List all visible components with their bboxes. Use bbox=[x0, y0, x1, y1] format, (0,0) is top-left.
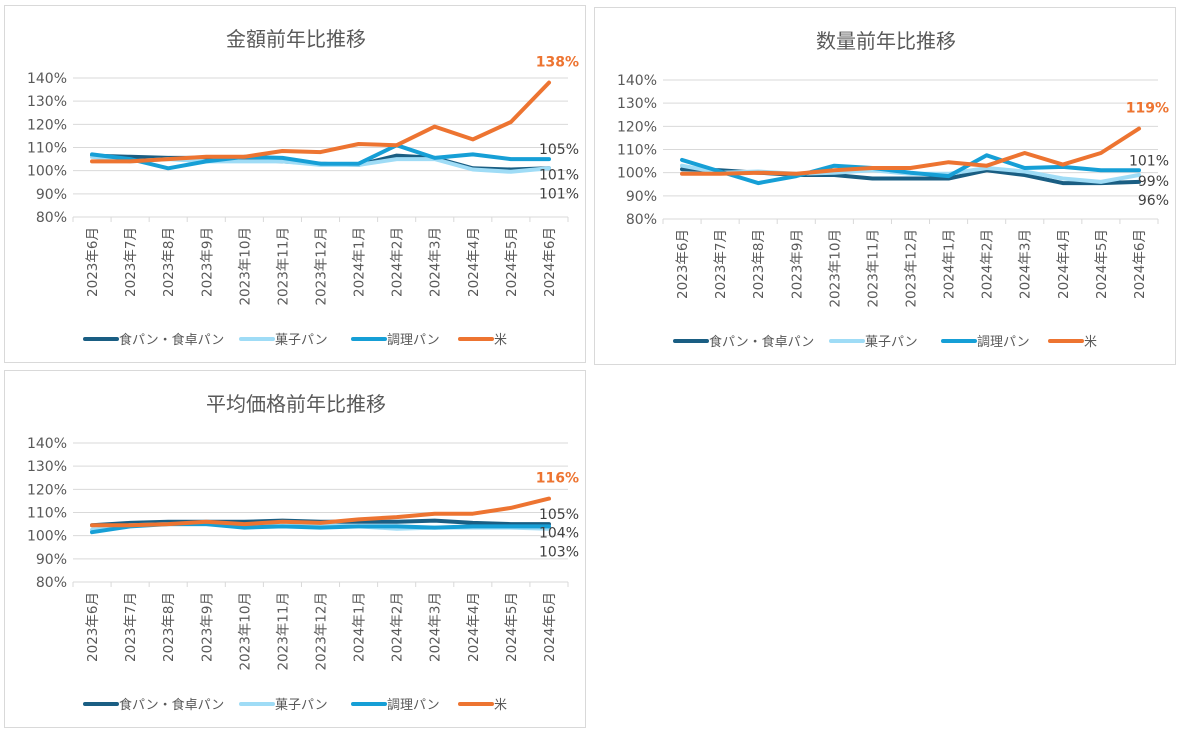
x-category-label: 2023年7月 bbox=[713, 229, 729, 299]
series-end-label-highlight: 138% bbox=[536, 55, 579, 71]
series-end-label: 104% bbox=[539, 525, 579, 541]
legend-label: 菓子パン bbox=[865, 335, 918, 350]
chart-svg: 金額前年比推移 140% 130% 120% 110% 100% 90% 80% 2023年6月… bbox=[27, 27, 579, 348]
x-category-label: 2024年5月 bbox=[1094, 229, 1110, 299]
chart-svg: 平均価格前年比推移 140% 130% 120% 110% 100% 90% 80% 2023年… bbox=[27, 392, 579, 713]
y-tick-label: 130% bbox=[617, 96, 657, 112]
x-category-label: 2024年6月 bbox=[542, 227, 558, 297]
y-tick-label: 90% bbox=[626, 189, 657, 205]
x-category-label: 2023年8月 bbox=[161, 592, 177, 662]
legend-label: 米 bbox=[494, 698, 507, 713]
legend-label: 米 bbox=[1084, 335, 1097, 350]
chart-quantity-yoy: 数量前年比推移 140% 130% 120% 110% 100% 90% 80% 2023年6月… bbox=[594, 7, 1176, 365]
x-category-label: 2023年7月 bbox=[123, 227, 139, 297]
y-tick-label: 110% bbox=[617, 143, 657, 159]
y-tick-label: 80% bbox=[36, 575, 67, 591]
legend-label: 調理パン bbox=[387, 698, 440, 713]
chart-title: 平均価格前年比推移 bbox=[206, 392, 386, 416]
series-line-2 bbox=[680, 153, 1141, 186]
x-category-label: 2024年6月 bbox=[542, 592, 558, 662]
series-end-label-highlight: 119% bbox=[1126, 101, 1169, 117]
legend-label: 食パン・食卓パン bbox=[119, 697, 224, 713]
y-tick-label: 120% bbox=[27, 482, 67, 498]
x-category-label: 2024年5月 bbox=[504, 227, 520, 297]
series-line-2 bbox=[90, 143, 551, 171]
y-tick-label: 90% bbox=[36, 187, 67, 203]
y-tick-label: 120% bbox=[27, 117, 67, 133]
x-category-label: 2023年8月 bbox=[751, 229, 767, 299]
legend-label: 菓子パン bbox=[275, 698, 328, 713]
y-tick-label: 120% bbox=[617, 119, 657, 135]
y-tick-label: 80% bbox=[36, 210, 67, 226]
legend-label: 食パン・食卓パン bbox=[709, 334, 814, 350]
series-end-label: 101% bbox=[1129, 153, 1169, 169]
series-end-label: 105% bbox=[539, 507, 579, 523]
x-category-label: 2023年6月 bbox=[85, 227, 101, 297]
series-end-label: 101% bbox=[539, 186, 579, 202]
x-category-label: 2023年11月 bbox=[275, 592, 291, 671]
y-tick-label: 80% bbox=[626, 212, 657, 228]
chart-title: 数量前年比推移 bbox=[816, 29, 956, 53]
x-category-label: 2023年11月 bbox=[275, 227, 291, 306]
y-tick-label: 100% bbox=[617, 166, 657, 182]
x-category-label: 2023年9月 bbox=[789, 229, 805, 299]
x-category-label: 2024年2月 bbox=[390, 227, 406, 297]
series-line-3 bbox=[90, 496, 551, 528]
series-line-3 bbox=[680, 126, 1141, 176]
y-tick-label: 130% bbox=[27, 94, 67, 110]
chart-sales-yoy: 金額前年比推移 140% 130% 120% 110% 100% 90% 80% 2023年6月… bbox=[4, 5, 586, 363]
y-tick-label: 140% bbox=[27, 436, 67, 452]
x-category-label: 2023年10月 bbox=[237, 227, 253, 306]
x-category-label: 2024年4月 bbox=[1056, 229, 1072, 299]
legend-label: 米 bbox=[494, 333, 507, 348]
x-category-label: 2023年11月 bbox=[865, 229, 881, 308]
x-category-label: 2024年2月 bbox=[980, 229, 996, 299]
series-end-label-highlight: 116% bbox=[536, 471, 579, 487]
x-category-label: 2024年1月 bbox=[352, 227, 368, 297]
x-category-label: 2023年8月 bbox=[161, 227, 177, 297]
x-category-label: 2024年4月 bbox=[466, 227, 482, 297]
x-category-label: 2024年1月 bbox=[352, 592, 368, 662]
legend-label: 食パン・食卓パン bbox=[119, 332, 224, 348]
x-category-label: 2023年12月 bbox=[314, 592, 330, 671]
x-category-label: 2024年1月 bbox=[942, 229, 958, 299]
x-category-label: 2023年7月 bbox=[123, 592, 139, 662]
x-category-label: 2023年9月 bbox=[199, 592, 215, 662]
y-tick-label: 140% bbox=[617, 73, 657, 89]
series-line-3 bbox=[90, 80, 551, 164]
y-tick-label: 110% bbox=[27, 141, 67, 157]
legend-label: 菓子パン bbox=[275, 333, 328, 348]
x-category-label: 2023年12月 bbox=[904, 229, 920, 308]
x-category-label: 2024年3月 bbox=[428, 227, 444, 297]
y-tick-label: 140% bbox=[27, 71, 67, 87]
chart-title: 金額前年比推移 bbox=[226, 27, 366, 51]
x-category-label: 2024年2月 bbox=[390, 592, 406, 662]
x-category-label: 2023年12月 bbox=[314, 227, 330, 306]
legend-label: 調理パン bbox=[977, 335, 1030, 350]
series-end-label: 101% bbox=[539, 167, 579, 183]
chart-avg-price-yoy: 平均価格前年比推移 140% 130% 120% 110% 100% 90% 80% 2023年… bbox=[4, 370, 586, 728]
x-category-label: 2024年3月 bbox=[428, 592, 444, 662]
x-category-label: 2023年9月 bbox=[199, 227, 215, 297]
x-category-label: 2024年6月 bbox=[1132, 229, 1148, 299]
y-tick-label: 110% bbox=[27, 506, 67, 522]
series-end-label: 99% bbox=[1138, 174, 1169, 190]
x-category-label: 2024年4月 bbox=[466, 592, 482, 662]
y-tick-label: 100% bbox=[27, 164, 67, 180]
y-tick-label: 130% bbox=[27, 459, 67, 475]
x-category-label: 2024年5月 bbox=[504, 592, 520, 662]
legend-label: 調理パン bbox=[387, 333, 440, 348]
series-end-label: 103% bbox=[539, 544, 579, 560]
series-end-label: 96% bbox=[1138, 193, 1169, 209]
x-category-label: 2024年3月 bbox=[1018, 229, 1034, 299]
y-tick-label: 90% bbox=[36, 552, 67, 568]
chart-svg: 数量前年比推移 140% 130% 120% 110% 100% 90% 80% 2023年6月… bbox=[617, 29, 1169, 350]
x-category-label: 2023年6月 bbox=[675, 229, 691, 299]
y-tick-label: 100% bbox=[27, 529, 67, 545]
x-category-label: 2023年10月 bbox=[827, 229, 843, 308]
x-category-label: 2023年10月 bbox=[237, 592, 253, 671]
x-category-label: 2023年6月 bbox=[85, 592, 101, 662]
series-end-label: 105% bbox=[539, 142, 579, 158]
